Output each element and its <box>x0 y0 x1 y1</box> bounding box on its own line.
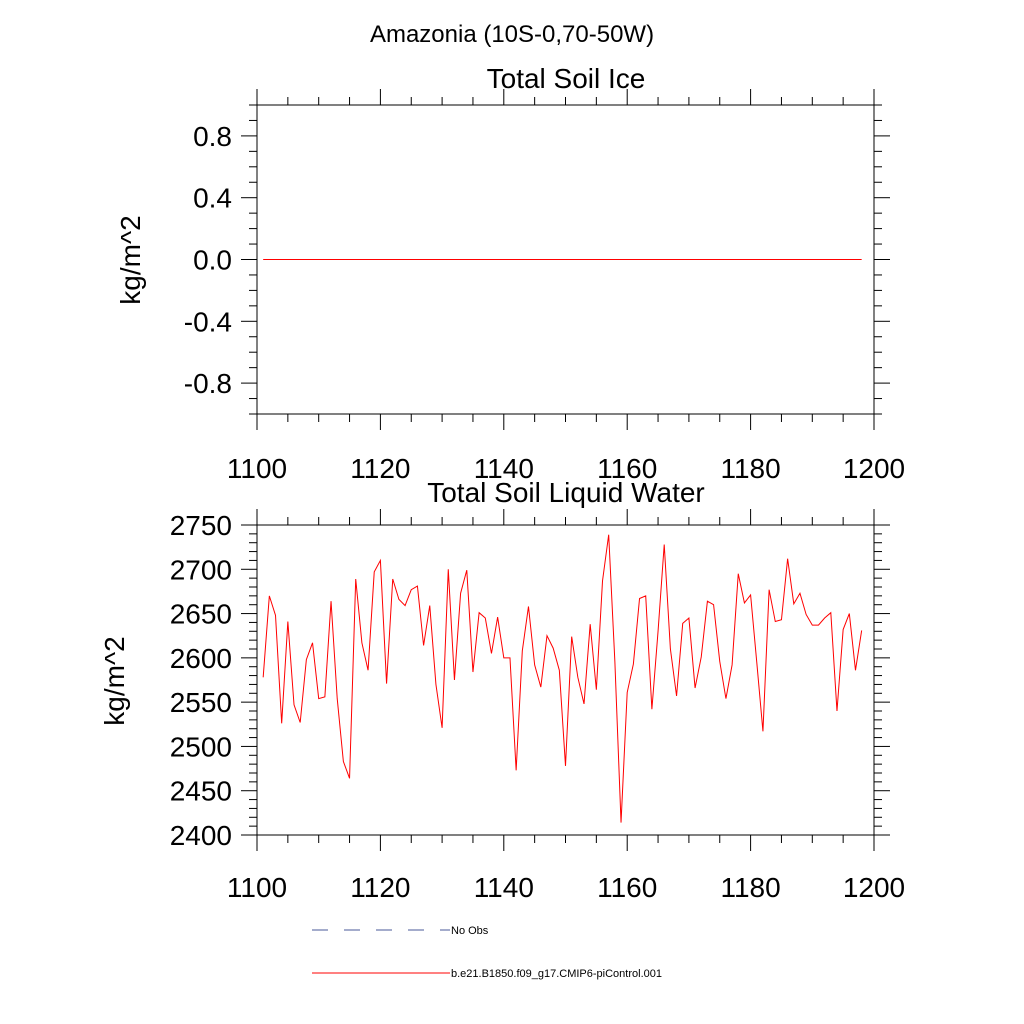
y-tick-label: -0.4 <box>184 306 232 337</box>
x-tick-label: 1140 <box>474 453 534 484</box>
x-tick-label: 1120 <box>350 453 410 484</box>
x-tick-label: 1160 <box>597 872 657 903</box>
legend-item-run: b.e21.B1850.f09_g17.CMIP6-piControl.001 <box>312 968 662 980</box>
x-tick-label: 1160 <box>597 453 657 484</box>
chart-title: Total Soil Ice <box>487 63 646 94</box>
y-tick-label: 2500 <box>170 731 232 762</box>
x-tick-label: 1140 <box>474 872 534 903</box>
y-tick-label: 2650 <box>170 599 232 630</box>
y-axis-label: kg/m^2 <box>99 636 130 725</box>
axis-ticks: 1100 1120 1140 1160 1180 1200 0.8 0.4 0.0 -0.4 -0.… <box>184 89 905 484</box>
chart-soil-ice: Total Soil Ice kg/m^2 1100 1120 1140 1160 11… <box>115 63 905 484</box>
x-tick-label: 1200 <box>843 453 905 484</box>
series-line <box>262 534 863 823</box>
y-tick-label: 0.0 <box>193 245 232 276</box>
y-tick-label: 2700 <box>170 554 232 585</box>
y-axis-label: kg/m^2 <box>115 215 146 304</box>
y-tick-label: 2450 <box>170 776 232 807</box>
legend: No Obs b.e21.B1850.f09_g17.CMIP6-piContr… <box>312 925 662 980</box>
page-title: Amazonia (10S-0,70-50W) <box>370 21 654 48</box>
y-tick-label: 0.4 <box>193 183 232 214</box>
chart-title: Total Soil Liquid Water <box>427 477 705 508</box>
y-tick-label: 2550 <box>170 687 232 718</box>
x-tick-label: 1120 <box>350 872 410 903</box>
legend-label: b.e21.B1850.f09_g17.CMIP6-piControl.001 <box>451 968 662 980</box>
data-series <box>262 534 863 823</box>
chart-soil-liquid-water: Total Soil Liquid Water kg/m^2 1100 1120 1… <box>99 477 905 903</box>
y-tick-label: 2750 <box>170 510 232 541</box>
x-tick-label: 1180 <box>720 872 780 903</box>
legend-item-no-obs: No Obs <box>312 925 489 937</box>
y-tick-label: 2400 <box>170 820 232 851</box>
x-tick-label: 1100 <box>227 872 287 903</box>
y-tick-label: -0.8 <box>184 368 232 399</box>
x-tick-label: 1180 <box>720 453 780 484</box>
legend-label: No Obs <box>451 925 489 937</box>
y-tick-label: 0.8 <box>193 121 232 152</box>
x-tick-label: 1100 <box>227 453 287 484</box>
y-tick-label: 2600 <box>170 643 232 674</box>
axis-ticks: 1100 1120 1140 1160 1180 1200 2750 2700 2650 2600… <box>170 509 905 903</box>
x-tick-label: 1200 <box>843 872 905 903</box>
plot-frame <box>256 524 875 836</box>
